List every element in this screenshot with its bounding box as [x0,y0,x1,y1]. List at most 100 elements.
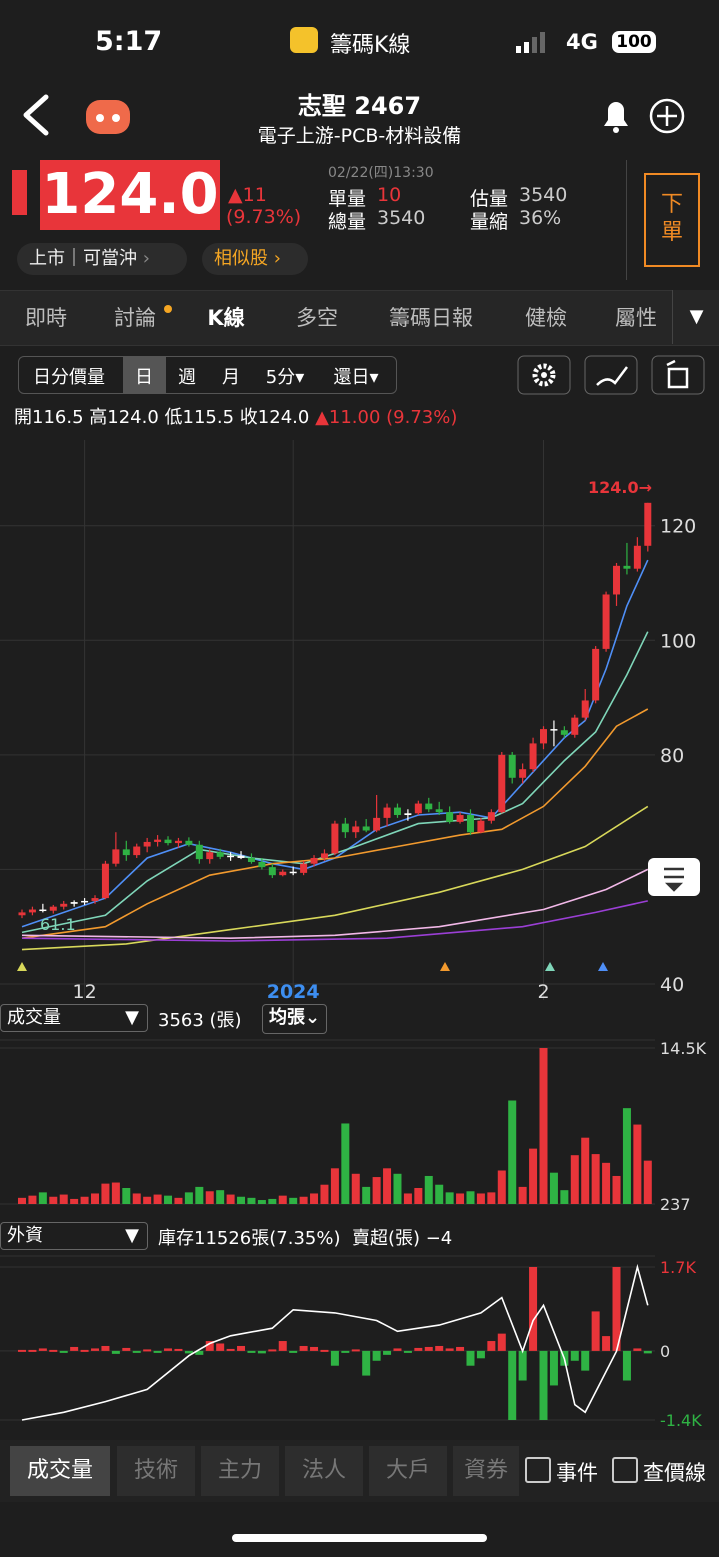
rotate[interactable] [651,355,705,395]
foreign-bar [476,1350,485,1359]
bottom-tab[interactable]: 技術 [117,1446,195,1496]
indicator-select[interactable]: 成交量 ▼ [0,1004,148,1032]
volume-bar [91,1193,100,1204]
selector: 成交量 [7,1007,61,1028]
period-selected [123,357,166,393]
header-icons [23,94,130,136]
volume-bar [497,1170,506,1204]
tab-more[interactable]: ▼ [672,290,719,344]
mode[interactable]: 均張⌄ [262,1004,328,1034]
tab[interactable]: 籌碼日報 [389,306,473,330]
foreign-bar [383,1350,392,1355]
order-button[interactable]: 下單 [644,173,700,267]
period[interactable]: 日分價量 [33,367,105,388]
stat-label: 估量 [470,188,509,210]
stat-label: 量縮 [470,211,509,233]
foreign-bar [184,1350,193,1354]
foreign-bar [195,1350,204,1355]
tag[interactable]: 上市｜可當沖 › [17,243,187,275]
volume-bar [362,1186,371,1204]
candle-body [487,812,495,821]
period[interactable]: 還日▾ [333,367,379,388]
volume-bar [38,1192,47,1204]
foreign-bar [143,1349,152,1352]
volume-bar [518,1186,527,1204]
candle-body [508,754,516,778]
foreign-bar [247,1350,256,1353]
candle-body [195,844,203,860]
tag[interactable]: 相似股 › [202,243,308,275]
candle-body [122,849,130,856]
bottom-tab[interactable]: 資券 [453,1446,519,1496]
change: ▲11 [228,184,267,206]
tab[interactable]: 多空 [296,306,338,330]
volume-bar [70,1198,79,1204]
foreign-bar [539,1350,548,1420]
home-indicator [232,1534,487,1542]
y-tick-label: 14.5K [660,1039,707,1058]
tag-text: 上市｜可當沖 [29,248,137,269]
bottom-tab[interactable]: 主力 [201,1446,279,1496]
tab[interactable]: 即時 [25,306,67,330]
candle-body [164,839,172,844]
indicator-select[interactable]: 外資 ▼ [0,1222,148,1250]
foreign-bar [372,1350,381,1361]
volume-bar [143,1196,152,1204]
candle-body [331,823,339,854]
order-text: 下 [660,192,683,217]
bottom-tab[interactable]: 法人 [285,1446,363,1496]
volume-bar [403,1193,412,1204]
foreign-bar [205,1341,214,1351]
y-tick-label: -1.4K [660,1411,702,1430]
candle-body [320,853,328,858]
foreign-bar [487,1341,496,1351]
period[interactable]: 月 [222,367,240,388]
settings[interactable] [517,355,571,395]
period[interactable]: 日 [135,367,153,388]
volume-bar [445,1192,454,1204]
volume-bar [122,1187,131,1204]
y-tick-label: 237 [660,1195,691,1214]
bottom-tab[interactable]: 大戶 [369,1446,447,1496]
back[interactable] [23,94,49,136]
dot [164,305,172,313]
checkbox[interactable] [525,1457,551,1483]
period[interactable]: 5分▾ [265,367,305,388]
ai-robot[interactable] [86,100,130,134]
candle-body [143,841,151,847]
draw[interactable] [584,355,638,395]
candle-body [341,823,349,833]
foreign-bar [28,1349,37,1352]
foreign-bar [257,1350,266,1354]
bottom-tab[interactable]: 成交量 [10,1446,110,1496]
volume-info: 3563 (張) [158,1010,242,1031]
candle-body [70,902,78,904]
bell[interactable] [604,102,628,126]
ohlc: 開116.5 高124.0 低115.5 收124.0 ▲11.00 (9.73… [14,403,457,429]
foreign-bar [445,1348,454,1351]
ohlc-item: ▲11.00 (9.73%) [315,407,458,428]
tab[interactable]: 討論 [114,306,156,330]
checkbox[interactable] [612,1457,638,1483]
foreign-bar [466,1350,475,1366]
volume-bar [59,1194,68,1204]
tab[interactable]: K線 [207,306,245,330]
moving-average [21,868,649,940]
add[interactable] [649,98,685,134]
volume-bar [28,1195,37,1204]
scale-icon-glyph [664,867,684,892]
volume-bar [184,1192,193,1204]
event-marker [17,962,27,971]
network: 4G [566,30,598,54]
tab[interactable]: 屬性 [615,306,657,330]
foreign-bar [393,1348,402,1351]
volume-bar [602,1162,611,1204]
foreign-bar [310,1346,319,1351]
volume-bar [216,1190,225,1204]
candle-body [373,817,381,831]
candle-body [644,502,652,546]
tab[interactable]: 健檢 [525,306,567,330]
period[interactable]: 週 [178,367,196,388]
volume-bar [237,1196,246,1204]
